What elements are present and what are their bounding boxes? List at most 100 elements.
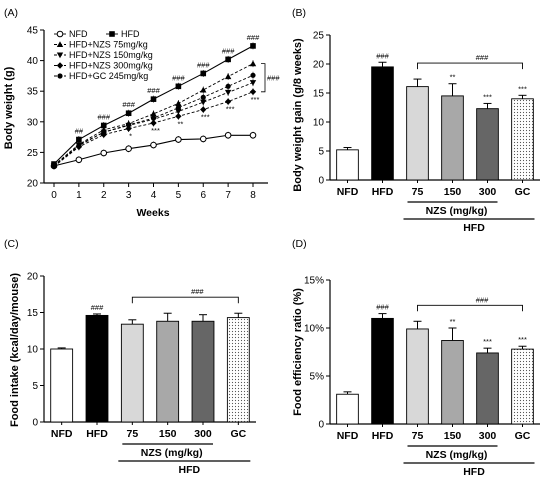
- data-point: [199, 135, 207, 143]
- data-point: [175, 108, 182, 115]
- panel-a-tag: (A): [4, 7, 18, 19]
- data-point: [200, 106, 207, 113]
- x-tick-label: 7: [225, 190, 231, 201]
- x-tick-label: 75: [412, 186, 424, 198]
- significance-bracket: [131, 296, 239, 304]
- x-tick-label: 150: [444, 186, 462, 198]
- hfd-significance: ###: [197, 60, 210, 69]
- data-point: [224, 131, 232, 139]
- panel-b-plot: 0 5 10 15 20 25 NFD HFD ### 75 150 ** 300 *** GC *** ###…: [313, 31, 540, 234]
- legend-entry: HFD+NZS 300mg/kg: [69, 61, 153, 71]
- data-point: [249, 60, 257, 67]
- y-tick-label: 45: [27, 26, 39, 37]
- data-point: [100, 149, 108, 157]
- bracket-label: ###: [476, 53, 489, 62]
- panel-c-plot: 0 5 10 15 20 NFD HFD ### 75 150 300 GC ### NZS (mg/kg…: [27, 272, 256, 476]
- data-point: [175, 136, 182, 143]
- hfd-significance: ###: [247, 33, 260, 42]
- panel-d-ylabel: Food efficiency ratio (%): [292, 288, 304, 416]
- x-tick-label: HFD: [372, 186, 394, 198]
- hfd-significance: ###: [122, 100, 135, 109]
- bar: [336, 149, 359, 181]
- data-point: [125, 125, 132, 132]
- bar: [120, 323, 144, 423]
- bar-significance: ***: [483, 337, 492, 346]
- data-point: [126, 122, 132, 128]
- group-label-hfd: HFD: [179, 464, 201, 476]
- data-point: [200, 86, 207, 93]
- treated-significance: **: [177, 119, 183, 128]
- hfd-significance: ###: [97, 112, 110, 121]
- bar: [476, 352, 499, 425]
- group-label-hfd: HFD: [463, 222, 485, 234]
- y-tick-label: 25: [313, 31, 325, 42]
- data-point: [175, 105, 181, 111]
- x-tick-label: 150: [159, 428, 177, 440]
- data-point: [250, 72, 256, 78]
- legend-marker: [57, 73, 63, 79]
- bar-significance: ***: [518, 84, 527, 93]
- y-tick-label: 20: [27, 179, 39, 190]
- panel-b-tag: (B): [292, 7, 306, 19]
- treated-significance: ***: [201, 113, 210, 122]
- panel-c-ylabel: Food intake (kcal/day/mouse): [9, 273, 21, 427]
- panel-a-xlabel: Weeks: [136, 207, 169, 219]
- data-point: [175, 100, 182, 106]
- y-tick-label: 25: [27, 148, 39, 159]
- y-tick-label: 40: [27, 56, 39, 67]
- data-point: [76, 143, 82, 149]
- data-point: [224, 98, 232, 105]
- bar: [371, 66, 394, 181]
- bar-significance: ###: [376, 51, 389, 60]
- x-tick-label: 6: [200, 190, 206, 201]
- x-tick-label: 8: [250, 190, 256, 201]
- data-point: [250, 43, 256, 49]
- x-tick-label: GC: [515, 430, 531, 442]
- y-tick-label: 5%: [310, 372, 325, 383]
- panel-a-ylabel: Body weight (g): [3, 66, 15, 149]
- data-point: [150, 110, 157, 117]
- x-tick-label: NFD: [337, 430, 359, 442]
- y-tick-label: 35: [27, 87, 39, 98]
- y-tick-label: 10: [27, 345, 39, 356]
- hfd-significance: ###: [147, 86, 160, 95]
- hfd-significance: ###: [172, 73, 185, 82]
- x-tick-label: GC: [230, 428, 246, 440]
- hfd-significance: ###: [222, 46, 235, 55]
- legend-entry: HFD+NZS 75mg/kg: [69, 40, 148, 50]
- data-point: [175, 83, 182, 90]
- legend-entry: HFD+NZS 150mg/kg: [69, 50, 153, 60]
- bracket-label: ###: [191, 287, 204, 296]
- legend-marker: [109, 31, 115, 37]
- bar: [191, 320, 215, 423]
- data-point: [225, 56, 231, 63]
- data-point: [100, 122, 107, 129]
- bar: [476, 108, 499, 181]
- y-tick-label: 10: [313, 118, 325, 129]
- legend-entry: NFD: [69, 29, 88, 39]
- x-tick-label: HFD: [86, 428, 108, 440]
- x-tick-label: 75: [126, 428, 138, 440]
- data-point: [249, 88, 257, 96]
- series-line-0: [53, 134, 253, 167]
- x-tick-label: 75: [412, 430, 424, 442]
- y-tick-label: 5: [318, 147, 324, 158]
- legend-marker: [56, 62, 64, 69]
- legend-marker: [56, 52, 64, 59]
- bar: [50, 348, 74, 423]
- x-tick-label: HFD: [372, 430, 394, 442]
- data-point: [125, 110, 132, 117]
- y-tick-label: 0: [318, 420, 324, 431]
- legend-entry: HFD+GC 245mg/kg: [69, 71, 148, 81]
- bar-significance: ###: [91, 303, 104, 312]
- data-point: [224, 89, 232, 96]
- significance-bracket: [261, 63, 266, 93]
- treated-significance: *: [129, 132, 132, 141]
- data-point: [150, 119, 157, 127]
- x-tick-label: NFD: [51, 428, 73, 440]
- hfd-significance: ##: [75, 127, 84, 136]
